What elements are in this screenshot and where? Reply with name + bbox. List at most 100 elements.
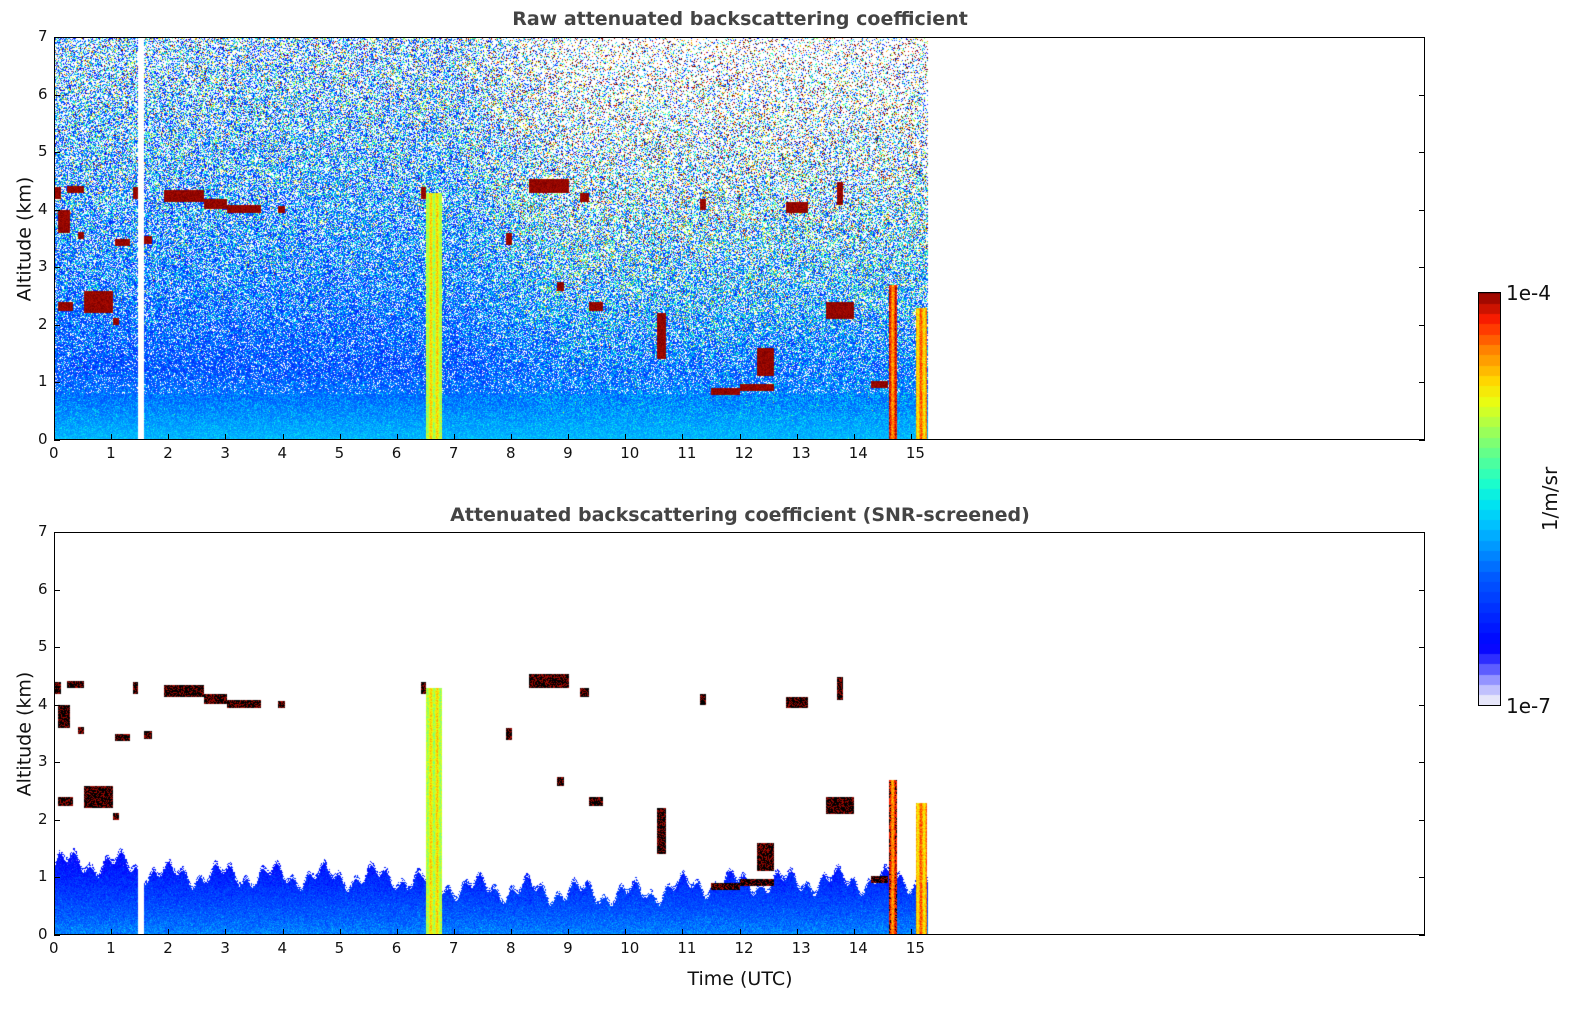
bottom-y-axis-label: Altitude (km) bbox=[13, 671, 36, 797]
y-tick-mark-right bbox=[1419, 819, 1425, 821]
y-tick-mark bbox=[54, 819, 60, 821]
y-tick-mark bbox=[54, 647, 60, 649]
x-tick-label: 2 bbox=[163, 444, 173, 462]
x-tick-mark bbox=[111, 929, 113, 935]
x-tick-mark bbox=[282, 929, 284, 935]
x-tick-mark bbox=[396, 434, 398, 440]
x-tick-label: 15 bbox=[905, 939, 925, 957]
x-tick-mark bbox=[511, 434, 512, 440]
raw-backscatter-heatmap bbox=[55, 38, 1424, 439]
colorbar-min-label: 1e-7 bbox=[1506, 694, 1551, 718]
y-tick-label: 7 bbox=[38, 522, 48, 540]
x-tick-mark bbox=[453, 434, 455, 440]
y-tick-label: 6 bbox=[38, 84, 48, 103]
y-tick-label: 4 bbox=[38, 694, 48, 713]
x-tick-label: 12 bbox=[734, 444, 754, 462]
y-tick-label: 6 bbox=[38, 579, 48, 598]
y-tick-mark bbox=[54, 762, 60, 764]
y-tick-mark-right bbox=[1419, 94, 1425, 96]
x-tick-mark bbox=[453, 929, 455, 935]
y-tick-mark bbox=[54, 324, 60, 326]
x-tick-label: 1 bbox=[106, 939, 116, 957]
y-tick-mark bbox=[54, 935, 60, 936]
x-tick-label: 4 bbox=[277, 939, 288, 957]
x-tick-label: 3 bbox=[220, 444, 230, 462]
y-tick-label: 3 bbox=[38, 752, 48, 771]
x-tick-label: 12 bbox=[734, 939, 754, 957]
x-tick-label: 7 bbox=[448, 939, 459, 957]
x-tick-mark bbox=[853, 929, 855, 935]
x-tick-mark bbox=[739, 434, 741, 440]
x-tick-label: 14 bbox=[848, 939, 868, 957]
x-tick-mark bbox=[225, 929, 227, 935]
x-tick-label: 8 bbox=[506, 939, 516, 957]
y-tick-mark-right bbox=[1419, 704, 1425, 706]
y-tick-mark-right bbox=[1419, 532, 1425, 533]
x-tick-mark bbox=[168, 434, 170, 440]
x-tick-label: 11 bbox=[677, 444, 697, 462]
x-tick-mark bbox=[682, 929, 684, 935]
y-tick-mark-right bbox=[1419, 324, 1425, 326]
x-tick-mark bbox=[739, 929, 741, 935]
x-tick-label: 0 bbox=[49, 939, 59, 957]
x-tick-mark bbox=[796, 434, 798, 440]
colorbar-max-label: 1e-4 bbox=[1506, 281, 1551, 305]
x-tick-label: 13 bbox=[791, 444, 811, 462]
x-tick-mark bbox=[910, 929, 912, 935]
x-tick-label: 7 bbox=[448, 444, 459, 462]
x-tick-label: 10 bbox=[620, 444, 640, 462]
x-tick-label: 9 bbox=[563, 939, 573, 957]
x-tick-mark bbox=[282, 434, 284, 440]
x-tick-mark bbox=[339, 929, 341, 935]
x-tick-label: 8 bbox=[506, 444, 516, 462]
x-tick-mark bbox=[225, 434, 227, 440]
x-tick-label: 6 bbox=[391, 444, 402, 462]
x-tick-mark bbox=[796, 929, 798, 935]
y-tick-mark-right bbox=[1419, 877, 1425, 879]
x-tick-mark bbox=[111, 434, 113, 440]
raw-backscatter-plot bbox=[54, 37, 1425, 440]
top-chart-title: Raw attenuated backscattering coefficien… bbox=[512, 8, 968, 30]
x-tick-mark bbox=[568, 929, 570, 935]
x-tick-mark bbox=[568, 434, 570, 440]
x-tick-mark bbox=[853, 434, 855, 440]
x-tick-mark bbox=[339, 434, 341, 440]
x-tick-label: 5 bbox=[334, 444, 345, 462]
x-tick-label: 2 bbox=[163, 939, 173, 957]
y-tick-label: 7 bbox=[38, 27, 48, 45]
screened-backscatter-plot bbox=[54, 532, 1425, 935]
y-tick-mark-right bbox=[1419, 267, 1425, 269]
top-y-axis-label: Altitude (km) bbox=[13, 176, 36, 302]
x-tick-mark bbox=[625, 929, 627, 935]
y-tick-mark-right bbox=[1419, 647, 1425, 649]
y-tick-label: 0 bbox=[38, 430, 48, 448]
y-tick-mark-right bbox=[1419, 440, 1425, 441]
y-tick-mark-right bbox=[1419, 209, 1425, 211]
y-tick-mark bbox=[54, 209, 60, 211]
x-tick-mark bbox=[910, 434, 912, 440]
y-tick-label: 4 bbox=[38, 199, 48, 218]
y-tick-mark bbox=[54, 440, 60, 441]
y-tick-mark-right bbox=[1419, 935, 1425, 936]
x-tick-label: 10 bbox=[620, 939, 640, 957]
x-tick-label: 9 bbox=[563, 444, 573, 462]
y-tick-label: 1 bbox=[38, 867, 48, 886]
x-tick-label: 5 bbox=[334, 939, 345, 957]
y-tick-mark bbox=[54, 37, 60, 38]
x-tick-mark bbox=[54, 929, 55, 935]
x-tick-label: 4 bbox=[277, 444, 288, 462]
y-tick-mark bbox=[54, 94, 60, 96]
x-tick-label: 6 bbox=[391, 939, 402, 957]
y-tick-mark bbox=[54, 704, 60, 706]
y-tick-mark bbox=[54, 589, 60, 591]
y-tick-mark-right bbox=[1419, 152, 1425, 154]
x-axis-label: Time (UTC) bbox=[687, 968, 793, 990]
x-tick-label: 15 bbox=[905, 444, 925, 462]
x-tick-mark bbox=[625, 434, 627, 440]
colorbar bbox=[1478, 292, 1501, 706]
y-tick-mark-right bbox=[1419, 589, 1425, 591]
y-tick-label: 5 bbox=[38, 637, 48, 656]
x-tick-label: 14 bbox=[848, 444, 868, 462]
x-tick-label: 1 bbox=[106, 444, 116, 462]
